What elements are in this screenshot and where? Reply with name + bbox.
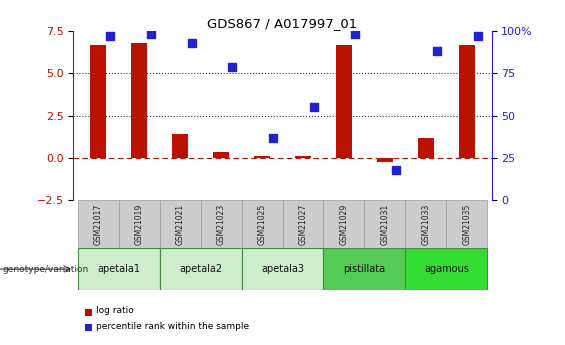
Bar <box>418 138 434 158</box>
Point <box>310 104 319 110</box>
Text: GSM21031: GSM21031 <box>380 204 389 245</box>
Bar <box>131 43 147 158</box>
Text: GSM21023: GSM21023 <box>216 204 225 245</box>
Bar <box>241 248 324 290</box>
Text: GSM21019: GSM21019 <box>134 204 144 245</box>
Text: apetala1: apetala1 <box>97 264 140 274</box>
Point <box>187 40 196 46</box>
Text: GSM21021: GSM21021 <box>176 204 185 245</box>
Point <box>474 33 483 39</box>
Bar <box>324 248 406 290</box>
Text: GSM21025: GSM21025 <box>258 204 267 245</box>
Text: GSM21035: GSM21035 <box>463 204 471 245</box>
Bar <box>77 248 159 290</box>
Bar <box>159 200 201 248</box>
Bar <box>254 156 270 158</box>
Text: GSM21029: GSM21029 <box>340 204 349 245</box>
Bar <box>201 200 241 248</box>
Bar <box>406 200 446 248</box>
Bar <box>282 200 324 248</box>
Point <box>146 32 155 37</box>
Point <box>392 167 401 172</box>
Bar <box>119 200 159 248</box>
Bar <box>459 45 475 158</box>
Text: apetala3: apetala3 <box>261 264 304 274</box>
Bar <box>159 248 241 290</box>
Bar <box>213 152 229 158</box>
Bar <box>336 45 352 158</box>
Text: GSM21027: GSM21027 <box>298 204 307 245</box>
Text: pistillata: pistillata <box>344 264 385 274</box>
Title: GDS867 / A017997_01: GDS867 / A017997_01 <box>207 17 358 30</box>
Point <box>351 32 360 37</box>
Point <box>433 49 442 54</box>
Bar <box>241 200 282 248</box>
Text: apetala2: apetala2 <box>179 264 222 274</box>
Text: GSM21017: GSM21017 <box>94 204 102 245</box>
Point <box>269 135 278 140</box>
Bar <box>406 248 488 290</box>
Point <box>105 33 114 39</box>
Bar <box>90 45 106 158</box>
Bar <box>364 200 406 248</box>
Bar <box>446 200 488 248</box>
Bar <box>77 200 119 248</box>
Bar <box>324 200 364 248</box>
Text: log ratio: log ratio <box>96 306 134 315</box>
Text: agamous: agamous <box>424 264 469 274</box>
Text: genotype/variation: genotype/variation <box>3 265 89 274</box>
Bar <box>377 158 393 162</box>
Text: percentile rank within the sample: percentile rank within the sample <box>96 322 249 331</box>
Point <box>228 64 237 69</box>
Bar <box>295 156 311 158</box>
Text: GSM21033: GSM21033 <box>421 204 431 245</box>
Bar <box>172 134 188 158</box>
